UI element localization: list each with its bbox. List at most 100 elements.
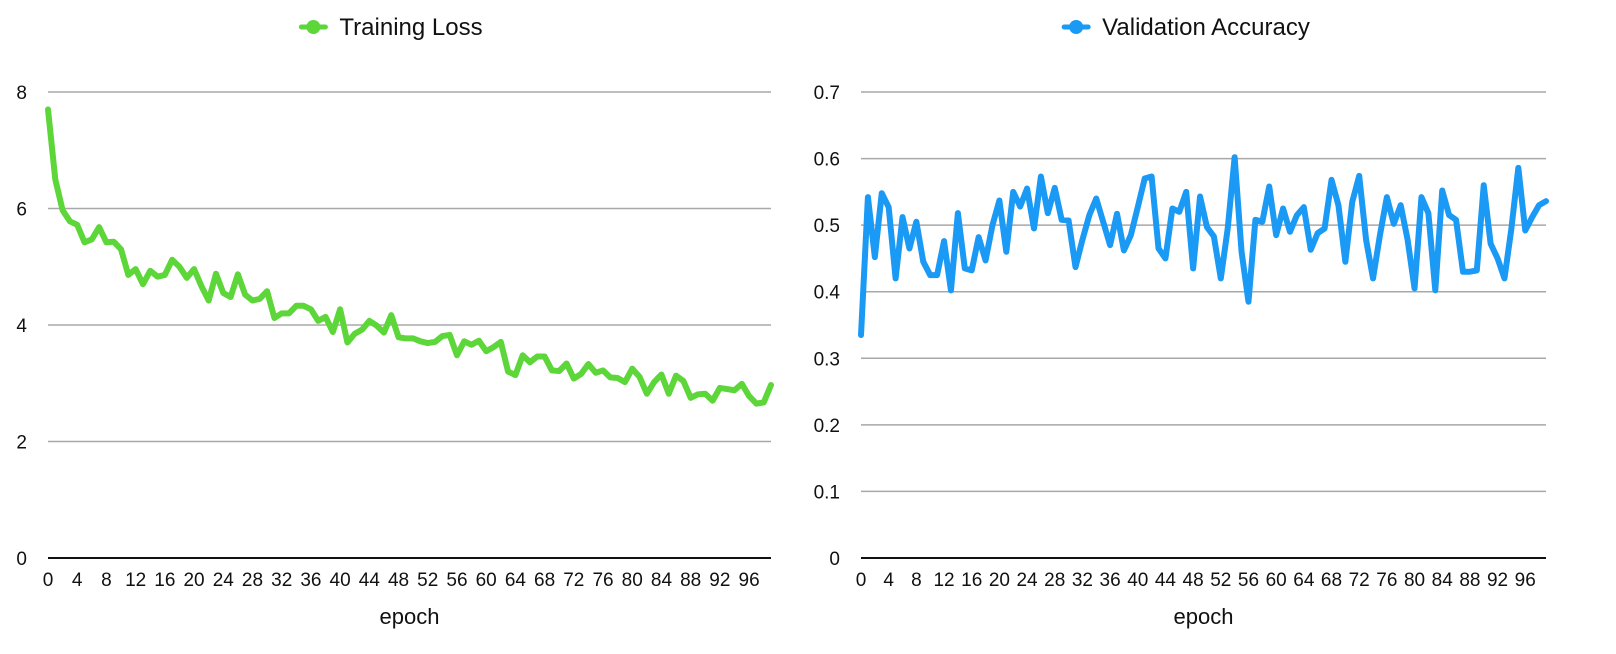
- chart-panel-2: 00.10.20.30.40.50.60.70 4 8 12 16 20 24 28 32 36 4…: [814, 14, 1549, 629]
- y-tick-label: 0: [16, 549, 27, 570]
- x-tick-label: 40: [330, 570, 351, 591]
- data-point: [732, 388, 736, 392]
- x-tick-label: 16: [961, 570, 982, 591]
- data-point: [1323, 226, 1327, 230]
- data-point: [484, 349, 488, 353]
- x-tick-label: 76: [1376, 570, 1397, 591]
- data-point: [170, 258, 174, 262]
- data-point: [1267, 185, 1271, 189]
- data-point: [997, 199, 1001, 203]
- x-tick-label: 20: [989, 570, 1010, 591]
- x-tick-label: 96: [1515, 570, 1536, 591]
- data-point: [1343, 260, 1347, 264]
- x-tick-label: 36: [1100, 570, 1121, 591]
- data-point: [1115, 212, 1119, 216]
- data-point: [389, 313, 393, 317]
- data-point: [470, 343, 474, 347]
- data-point: [258, 297, 262, 301]
- data-point: [46, 107, 50, 111]
- x-tick-label: 16: [154, 570, 175, 591]
- data-point: [272, 316, 276, 320]
- data-point: [1219, 276, 1223, 280]
- data-point: [1336, 203, 1340, 207]
- y-tick-label: 0.5: [814, 216, 840, 237]
- data-point: [229, 295, 233, 299]
- y-tick-label: 0.6: [814, 150, 840, 171]
- data-point: [404, 336, 408, 340]
- data-point: [397, 335, 401, 339]
- x-tick-label: 12: [125, 570, 146, 591]
- data-point: [156, 275, 160, 279]
- series-line: [45, 106, 774, 407]
- data-point: [1163, 256, 1167, 260]
- data-point: [586, 362, 590, 366]
- data-point: [1129, 233, 1133, 237]
- data-point: [1246, 300, 1250, 304]
- data-point: [1502, 276, 1506, 280]
- data-point: [873, 255, 877, 259]
- data-point: [1157, 246, 1161, 250]
- data-point: [1170, 207, 1174, 210]
- data-point: [1461, 270, 1465, 274]
- data-point: [1046, 211, 1050, 215]
- data-point: [1399, 203, 1403, 207]
- data-point: [382, 331, 386, 335]
- data-point: [1516, 166, 1520, 170]
- data-point: [754, 402, 758, 406]
- x-tick-label: 0: [43, 570, 54, 591]
- data-point: [1032, 226, 1036, 230]
- data-point: [645, 392, 649, 396]
- data-point: [935, 273, 939, 277]
- data-point: [565, 361, 569, 365]
- data-point: [411, 336, 415, 340]
- data-point: [1350, 200, 1354, 204]
- x-tick-label: 48: [388, 570, 409, 591]
- data-point: [718, 386, 722, 390]
- data-point: [740, 382, 744, 386]
- legend-label: Validation Accuracy: [1102, 14, 1310, 41]
- data-point: [1122, 248, 1126, 252]
- data-point: [907, 246, 911, 250]
- data-point: [638, 375, 642, 379]
- data-point: [1253, 218, 1257, 222]
- data-point: [1537, 203, 1541, 207]
- data-point: [674, 374, 678, 378]
- data-point: [1080, 238, 1084, 242]
- x-tick-label: 80: [622, 570, 643, 591]
- data-point: [880, 191, 884, 195]
- data-point: [185, 276, 189, 280]
- x-tick-label: 36: [300, 570, 321, 591]
- x-tick-label: 64: [1293, 570, 1315, 591]
- data-point: [1094, 197, 1098, 201]
- data-point: [83, 240, 87, 244]
- data-point: [134, 267, 138, 271]
- data-point: [1191, 266, 1195, 270]
- data-point: [1302, 205, 1306, 209]
- data-point: [1108, 243, 1112, 247]
- data-point: [1073, 265, 1077, 269]
- y-tick-label: 4: [16, 316, 27, 337]
- data-point: [207, 299, 211, 303]
- data-point: [1371, 276, 1375, 280]
- x-tick-label: 28: [242, 570, 263, 591]
- data-point: [1475, 268, 1479, 272]
- data-point: [1482, 183, 1486, 187]
- x-tick-label: 44: [359, 570, 381, 591]
- data-point: [1454, 218, 1458, 222]
- data-point: [1018, 205, 1022, 209]
- data-point: [984, 258, 988, 262]
- series-line: [858, 154, 1549, 338]
- data-point: [747, 394, 751, 398]
- data-point: [762, 400, 766, 404]
- data-point: [1426, 211, 1430, 215]
- legend: Training Loss: [298, 14, 483, 41]
- data-point: [53, 177, 57, 181]
- data-point: [1205, 225, 1209, 229]
- data-point: [942, 239, 946, 243]
- data-point: [462, 339, 466, 343]
- data-point: [535, 354, 539, 358]
- x-tick-label: 92: [709, 570, 730, 591]
